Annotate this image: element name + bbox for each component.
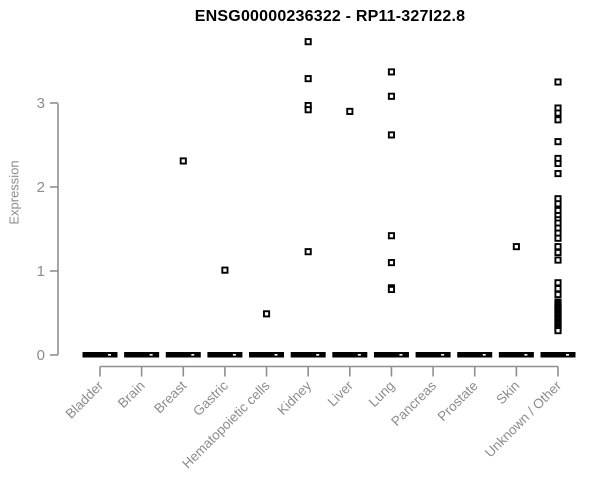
x-category-label: Unknown / Other (482, 378, 565, 461)
data-point (554, 159, 562, 168)
marker-hole-speck (232, 354, 236, 356)
zero-expression-cluster (249, 352, 285, 358)
data-point (554, 170, 562, 178)
data-point (554, 109, 562, 117)
marker-hole-speck (441, 354, 445, 356)
x-category-label: Breast (151, 378, 189, 416)
data-point (179, 157, 187, 165)
marker-hole-speck (482, 354, 486, 356)
y-tick-label: 3 (37, 95, 45, 112)
marker-hole-speck (191, 354, 195, 356)
data-point (554, 138, 562, 146)
data-point (554, 234, 562, 242)
data-point (554, 243, 562, 251)
y-tick-label: 0 (37, 347, 45, 364)
data-point (554, 279, 562, 287)
marker-hole-speck (149, 354, 153, 356)
zero-expression-cluster (165, 352, 201, 358)
zero-expression-cluster (415, 352, 451, 358)
data-point (554, 256, 562, 264)
data-point (554, 78, 562, 86)
zero-expression-cluster (457, 352, 493, 358)
marker-hole-speck (357, 354, 361, 356)
zero-expression-cluster (373, 352, 409, 358)
data-point (387, 232, 396, 240)
zero-expression-cluster (82, 352, 118, 358)
zero-expression-cluster (290, 352, 326, 358)
data-point (387, 131, 396, 139)
data-point (554, 116, 562, 124)
x-category-label: Bladder (63, 378, 107, 422)
data-point (512, 243, 520, 251)
marker-hole-speck (524, 354, 528, 356)
data-point (554, 200, 562, 208)
zero-expression-cluster (207, 352, 243, 358)
x-category-label: Lung (366, 378, 398, 410)
x-category-label: Brain (115, 378, 148, 411)
marker-hole-speck (316, 354, 320, 356)
data-point (304, 75, 312, 83)
y-tick-label: 2 (37, 179, 45, 196)
marker-hole-speck (566, 354, 569, 356)
data-point (387, 285, 396, 294)
zero-expression-cluster (540, 352, 576, 358)
x-category-label: Pancreas (388, 378, 439, 429)
data-point (554, 285, 562, 293)
x-category-label: Prostate (435, 378, 481, 424)
zero-expression-cluster (332, 352, 368, 358)
marker-hole-speck (399, 354, 403, 356)
data-point (387, 92, 396, 100)
y-tick-label: 1 (37, 263, 45, 280)
data-point (346, 107, 354, 115)
data-point (554, 327, 562, 335)
data-point (221, 266, 229, 274)
zero-expression-cluster (124, 352, 160, 358)
marker-hole-speck (274, 354, 278, 356)
x-category-label: Kidney (275, 378, 315, 418)
data-point (304, 248, 312, 256)
chart-title: ENSG00000236322 - RP11-327I22.8 (194, 8, 466, 25)
data-point (554, 290, 562, 299)
data-point (387, 68, 396, 76)
x-category-label: Gastric (190, 378, 231, 419)
zero-expression-cluster (498, 352, 534, 358)
x-category-label: Liver (325, 378, 357, 410)
data-point (554, 248, 562, 257)
x-category-label: Skin (493, 378, 522, 407)
data-point (304, 106, 312, 114)
data-point (304, 38, 312, 46)
marker-hole-speck (108, 354, 111, 356)
data-point (262, 310, 271, 318)
data-point (387, 259, 396, 267)
